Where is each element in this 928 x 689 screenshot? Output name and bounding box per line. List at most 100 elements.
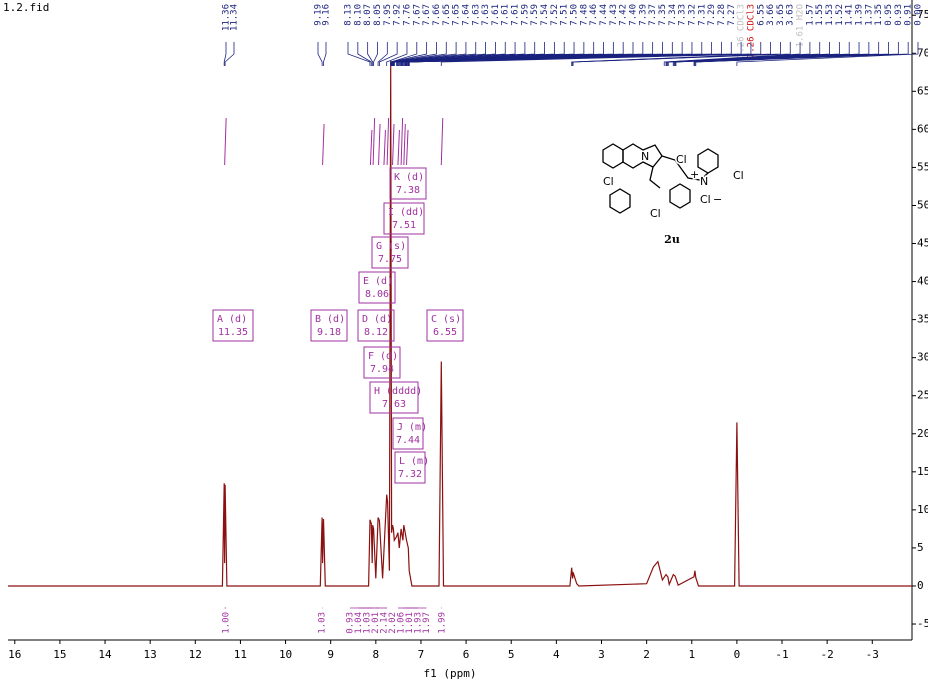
- peak-label: 7.48: [579, 4, 589, 26]
- multiplet-shift: 7.94: [370, 364, 394, 375]
- peak-label: 1.39: [855, 4, 865, 26]
- x-tick-label: 9: [327, 648, 334, 661]
- peak-label: 7.29: [707, 4, 717, 26]
- peak-connector: [224, 42, 235, 66]
- peak-label: 6.55: [756, 4, 766, 26]
- integral-curve: [440, 117, 444, 166]
- peak-label: 7.39: [638, 4, 648, 26]
- multiplet-label: K (d): [394, 172, 424, 183]
- peak-label: 7.63: [471, 4, 481, 26]
- multiplet-box: [426, 309, 464, 342]
- peak-label: 7.52: [550, 4, 560, 26]
- peak-label: 7.44: [599, 4, 609, 26]
- multiplet-shift: 7.51: [392, 220, 416, 231]
- multiplet-shift: 8.12: [364, 327, 388, 338]
- peak-connector: [377, 42, 388, 66]
- peak-label: 7.26 CDCl3: [746, 4, 756, 58]
- x-tick-label: 3: [598, 648, 605, 661]
- integral-curve: [378, 123, 381, 166]
- multiplet-shift: 7.38: [396, 185, 420, 196]
- y-tick-label: 60: [917, 122, 928, 135]
- atom-label: −: [713, 193, 722, 206]
- multiplet-label: D (d): [362, 314, 392, 325]
- multiplet-box: [394, 451, 426, 484]
- peak-label: 7.50: [570, 4, 580, 26]
- atom-label: Cl: [603, 175, 614, 188]
- y-tick-label: 55: [917, 160, 928, 173]
- structure-bonds: [602, 143, 719, 214]
- peak-label: 7.61: [491, 4, 501, 26]
- multiplet-label: F (d): [368, 351, 398, 362]
- multiplet-shift: 8.06: [365, 289, 389, 300]
- multiplet-box: [383, 202, 425, 235]
- peak-label: 7.27: [727, 4, 737, 26]
- peak-connector: [317, 42, 323, 66]
- y-tick-label: 40: [917, 275, 928, 288]
- multiplet-label: J (m): [397, 422, 427, 433]
- integral-label: 1.99: [438, 612, 448, 634]
- multiplet-box: [392, 417, 424, 450]
- x-tick-label: 11: [234, 648, 247, 661]
- peak-label: 7.26 CDCl3: [737, 4, 747, 58]
- integral-curve: [369, 129, 373, 166]
- integral-label: 1.04: [354, 612, 364, 634]
- y-tick-label: 35: [917, 313, 928, 326]
- atom-label: Cl: [650, 207, 661, 220]
- peak-label: 7.42: [619, 4, 629, 26]
- integral-curve: [406, 129, 409, 166]
- peak-label: 8.07: [363, 4, 373, 26]
- x-tick-label: 6: [463, 648, 470, 661]
- multiplet-label: E (d): [363, 276, 393, 287]
- multiplet-label: G (s): [376, 241, 406, 252]
- peak-label: 7.34: [668, 4, 678, 26]
- atom-label: N: [700, 175, 708, 188]
- integral-curve: [386, 117, 390, 166]
- peak-label: 3.66: [766, 4, 776, 26]
- x-tick-label: -2: [821, 648, 834, 661]
- peak-label: 9.16: [322, 4, 332, 26]
- y-tick-label: -5: [917, 617, 928, 630]
- integral-label: 1.03: [363, 612, 373, 634]
- integral-label: 0.93: [346, 612, 356, 634]
- y-tick-label: 10: [917, 503, 928, 516]
- peak-label: 7.46: [589, 4, 599, 26]
- multiplet-box: [371, 236, 409, 269]
- peak-label: 7.31: [697, 4, 707, 26]
- x-tick-label: 10: [279, 648, 292, 661]
- peak-label: 7.59: [530, 4, 540, 26]
- peak-connector: [367, 42, 374, 66]
- y-tick-label: 65: [917, 84, 928, 97]
- y-tick-label: 30: [917, 351, 928, 364]
- peak-connector: [391, 42, 457, 66]
- integral-curve: [400, 117, 404, 166]
- multiplet-box: [363, 346, 401, 379]
- peak-label: 7.59: [520, 4, 530, 26]
- integral-curve: [397, 129, 400, 166]
- integral-curve: [322, 123, 325, 166]
- chart-title: 1.2.fid: [3, 1, 49, 14]
- peak-label: 7.33: [678, 4, 688, 26]
- y-tick-label: 20: [917, 427, 928, 440]
- peak-label: 0.95: [884, 4, 894, 26]
- peak-label: 7.76: [402, 4, 412, 26]
- x-tick-label: 14: [98, 648, 112, 661]
- multiplet-box: [358, 271, 396, 304]
- peak-connector: [736, 42, 919, 66]
- multiplet-label: C (s): [431, 314, 461, 325]
- peak-label: 1.37: [864, 4, 874, 26]
- peak-connector: [390, 42, 437, 66]
- atom-label: +: [690, 168, 699, 181]
- peak-label: 7.67: [422, 4, 432, 26]
- y-tick-label: 75: [917, 8, 928, 21]
- x-tick-label: 0: [734, 648, 741, 661]
- peak-connector: [392, 42, 486, 66]
- y-tick-label: 70: [917, 46, 928, 59]
- peak-label: 1.52: [835, 4, 845, 26]
- peak-label: 7.65: [452, 4, 462, 26]
- integral-label: 2.01: [371, 612, 381, 634]
- atom-label: Cl: [700, 193, 711, 206]
- x-tick-label: 16: [8, 648, 21, 661]
- peak-connector: [379, 42, 398, 66]
